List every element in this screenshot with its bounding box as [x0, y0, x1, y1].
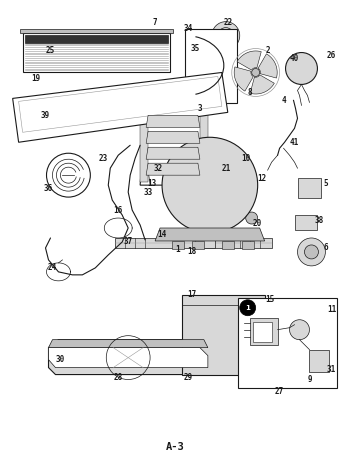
Circle shape [252, 69, 260, 76]
Text: 7: 7 [153, 18, 158, 27]
Polygon shape [222, 241, 234, 249]
Text: 16: 16 [114, 206, 123, 214]
Circle shape [289, 320, 309, 340]
Text: 1: 1 [245, 305, 250, 311]
Polygon shape [185, 28, 237, 104]
Circle shape [240, 300, 256, 316]
Polygon shape [309, 349, 329, 371]
Text: 31: 31 [327, 365, 336, 374]
Text: 40: 40 [290, 54, 299, 63]
Polygon shape [200, 109, 208, 182]
Text: 11: 11 [328, 305, 337, 314]
Polygon shape [155, 228, 265, 241]
Polygon shape [23, 33, 170, 72]
Text: 2: 2 [265, 46, 270, 55]
Polygon shape [115, 238, 272, 248]
Text: 19: 19 [31, 74, 40, 83]
Text: A-3: A-3 [166, 442, 184, 453]
Polygon shape [250, 75, 274, 94]
Text: 10: 10 [241, 154, 250, 163]
Polygon shape [49, 340, 208, 375]
Text: 9: 9 [307, 375, 312, 384]
Circle shape [246, 212, 258, 224]
Text: 22: 22 [223, 18, 232, 27]
Polygon shape [146, 147, 200, 159]
Polygon shape [146, 163, 200, 175]
Polygon shape [146, 131, 200, 143]
Text: 3: 3 [198, 104, 202, 113]
Text: 32: 32 [153, 164, 163, 173]
Polygon shape [294, 215, 317, 230]
Polygon shape [242, 241, 254, 249]
Text: 23: 23 [99, 154, 108, 163]
Polygon shape [140, 105, 205, 185]
Circle shape [236, 161, 244, 169]
Text: 21: 21 [221, 164, 230, 173]
Text: 4: 4 [281, 96, 286, 105]
Polygon shape [25, 35, 168, 43]
Text: 28: 28 [114, 373, 123, 382]
Circle shape [146, 161, 158, 173]
Polygon shape [182, 295, 265, 375]
Polygon shape [192, 241, 204, 249]
Circle shape [212, 22, 240, 49]
Text: 34: 34 [183, 24, 192, 33]
Circle shape [162, 137, 258, 233]
Text: 33: 33 [144, 188, 153, 196]
Polygon shape [49, 348, 208, 368]
Polygon shape [140, 109, 148, 182]
Polygon shape [49, 340, 208, 348]
Polygon shape [253, 322, 272, 342]
Text: 8: 8 [247, 88, 252, 97]
Text: 30: 30 [56, 355, 65, 364]
Text: 13: 13 [147, 179, 157, 188]
Polygon shape [238, 298, 337, 387]
Circle shape [286, 53, 317, 84]
Text: 36: 36 [44, 184, 53, 193]
Text: 27: 27 [275, 387, 284, 396]
Circle shape [47, 153, 90, 197]
Text: 25: 25 [46, 46, 55, 55]
Text: 15: 15 [265, 295, 274, 304]
Text: 12: 12 [257, 174, 266, 183]
Polygon shape [250, 318, 278, 345]
Text: 37: 37 [124, 237, 133, 246]
Polygon shape [20, 28, 173, 33]
Polygon shape [298, 178, 321, 198]
Text: 35: 35 [190, 44, 199, 53]
Polygon shape [195, 237, 215, 248]
Polygon shape [258, 54, 277, 78]
Circle shape [298, 238, 326, 266]
Polygon shape [237, 51, 261, 70]
Text: 24: 24 [48, 263, 57, 273]
Circle shape [304, 245, 318, 259]
Text: 18: 18 [187, 247, 197, 256]
Text: 41: 41 [290, 138, 299, 147]
Text: 5: 5 [323, 179, 328, 188]
Text: 26: 26 [327, 51, 336, 60]
Text: 14: 14 [158, 230, 167, 240]
Polygon shape [13, 72, 228, 142]
Polygon shape [172, 241, 184, 249]
Text: 17: 17 [187, 290, 197, 299]
Text: 39: 39 [41, 111, 50, 120]
Text: 20: 20 [253, 218, 262, 228]
Text: 6: 6 [323, 244, 328, 252]
Polygon shape [19, 76, 222, 132]
Text: 38: 38 [315, 216, 324, 224]
Polygon shape [234, 67, 253, 91]
Text: 1: 1 [176, 245, 180, 255]
Polygon shape [146, 115, 200, 127]
Text: 29: 29 [183, 373, 192, 382]
